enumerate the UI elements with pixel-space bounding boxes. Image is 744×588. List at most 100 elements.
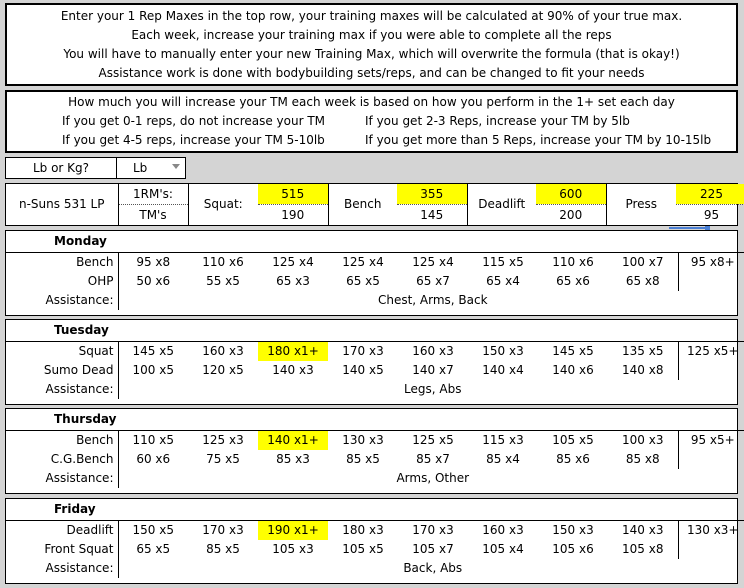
set-cell[interactable]: 150 x3: [552, 523, 594, 537]
set-cell[interactable]: 65 x8: [608, 272, 679, 291]
set-cell[interactable]: 110 x5: [132, 433, 174, 447]
set-cell[interactable]: 50 x6: [136, 274, 171, 288]
set-cell[interactable]: 125 x4: [412, 255, 454, 269]
set-cell[interactable]: 145 x5: [552, 344, 594, 358]
set-cell[interactable]: 65 x4: [486, 274, 520, 288]
set-cell[interactable]: 105 x5: [552, 433, 594, 447]
set-cell[interactable]: 75 x5: [206, 452, 240, 466]
set-cell[interactable]: 140 x7: [412, 363, 454, 377]
set-cell[interactable]: 85 x6: [556, 452, 590, 466]
set-cell[interactable]: 85 x8: [608, 450, 679, 469]
set-cell[interactable]: 130 x3+: [686, 523, 739, 537]
selection-underline: [669, 227, 707, 229]
set-cell[interactable]: 140 x6: [552, 363, 594, 377]
set-cell[interactable]: 85 x3: [276, 452, 310, 466]
set-cell[interactable]: 125 x5+: [686, 344, 739, 358]
set-cell[interactable]: 105 x5: [342, 542, 384, 556]
deadlift-1rm-input[interactable]: 600: [536, 184, 607, 205]
lift-name-bench: Bench: [344, 197, 382, 211]
squat-tm-cell[interactable]: 190: [258, 204, 329, 225]
set-cell[interactable]: 105 x7: [412, 542, 454, 556]
set-cell[interactable]: 115 x5: [482, 255, 524, 269]
set-cell[interactable]: [678, 272, 744, 291]
set-cell[interactable]: 125 x4: [272, 255, 314, 269]
selection-handle[interactable]: [705, 226, 710, 231]
set-cell[interactable]: 170 x3: [412, 523, 454, 537]
set-cell[interactable]: 85 x7: [416, 452, 450, 466]
set-cell[interactable]: 115 x3: [482, 433, 524, 447]
set-cell[interactable]: 140 x3: [272, 363, 314, 377]
set-cell[interactable]: 130 x3: [342, 433, 384, 447]
set-cell[interactable]: 180 x3: [342, 523, 384, 537]
set-cell[interactable]: 65 x5: [136, 542, 171, 556]
sets-table: Bench 95 x8 110 x6 125 x4 125 x4 125 x4 115 x5…: [6, 252, 744, 310]
set-cell[interactable]: 120 x5: [202, 363, 244, 377]
exercise-row: Squat 145 x5 160 x3 180 x1+ 170 x3 160 x3 150 …: [6, 341, 744, 361]
set-cell[interactable]: 160 x3: [412, 344, 454, 358]
set-cell[interactable]: 65 x3: [276, 274, 310, 288]
bench-tm-cell[interactable]: 145: [397, 204, 468, 225]
assistance-value[interactable]: Back, Abs: [403, 561, 463, 575]
set-cell[interactable]: 95 x5+: [690, 433, 735, 447]
set-cell[interactable]: 85 x5: [206, 542, 240, 556]
exercise-name: C.G.Bench: [6, 450, 119, 469]
rule-4-5: If you get 4-5 reps, increase your TM 5-…: [62, 133, 325, 147]
set-cell[interactable]: 110 x6: [552, 255, 594, 269]
set-cell[interactable]: 105 x4: [482, 542, 524, 556]
set-cell[interactable]: 180 x1+: [258, 341, 328, 361]
set-cell[interactable]: 140 x1+: [258, 430, 328, 450]
set-cell[interactable]: 110 x6: [202, 255, 244, 269]
set-cell[interactable]: 65 x5: [346, 274, 380, 288]
set-cell[interactable]: 160 x3: [482, 523, 524, 537]
set-cell[interactable]: [678, 450, 744, 469]
set-cell[interactable]: [678, 361, 744, 380]
squat-1rm-input[interactable]: 515: [258, 184, 329, 205]
set-cell[interactable]: 145 x5: [132, 344, 174, 358]
set-cell[interactable]: 55 x5: [206, 274, 240, 288]
set-cell[interactable]: 85 x5: [346, 452, 380, 466]
deadlift-tm-cell[interactable]: 200: [536, 204, 607, 225]
set-cell[interactable]: 190 x1+: [258, 520, 328, 540]
chevron-down-icon[interactable]: [172, 164, 180, 169]
set-cell[interactable]: 150 x3: [482, 344, 524, 358]
set-cell[interactable]: 95 x8+: [690, 255, 735, 269]
day-title: Tuesday: [54, 323, 109, 337]
set-cell[interactable]: 170 x3: [342, 344, 384, 358]
rule-0-1: If you get 0-1 reps, do not increase you…: [62, 114, 326, 128]
set-cell[interactable]: 65 x6: [556, 274, 590, 288]
set-cell[interactable]: 150 x5: [132, 523, 174, 537]
set-cell[interactable]: 65 x7: [416, 274, 450, 288]
set-cell[interactable]: 105 x8: [608, 540, 679, 559]
set-cell[interactable]: [678, 540, 744, 559]
set-cell[interactable]: 125 x5: [412, 433, 454, 447]
sets-table: Deadlift 150 x5 170 x3 190 x1+ 180 x3 170 x3 1…: [6, 520, 744, 578]
set-cell[interactable]: 140 x4: [482, 363, 524, 377]
set-cell[interactable]: 85 x4: [486, 452, 520, 466]
set-cell[interactable]: 135 x5: [608, 341, 679, 361]
set-cell[interactable]: 140 x3: [608, 520, 679, 540]
set-cell[interactable]: 105 x6: [552, 542, 594, 556]
bench-1rm-input[interactable]: 355: [397, 184, 468, 205]
day-block-1: Tuesday Squat 145 x5 160 x3 180 x1+ 170 x3 160…: [5, 319, 744, 405]
exercise-row: OHP 50 x6 55 x5 65 x3 65 x5 65 x7 65 x4 65 x6 65…: [6, 272, 744, 291]
set-cell[interactable]: 140 x8: [608, 361, 679, 380]
set-cell[interactable]: 170 x3: [202, 523, 244, 537]
set-cell[interactable]: 95 x8: [136, 255, 171, 269]
assistance-value[interactable]: Legs, Abs: [404, 382, 462, 396]
assistance-value[interactable]: Arms, Other: [396, 471, 470, 485]
set-cell[interactable]: 160 x3: [202, 344, 244, 358]
press-1rm-input[interactable]: 225: [676, 184, 744, 205]
lift-name-press: Press: [625, 197, 658, 211]
day-title: Friday: [54, 502, 96, 516]
set-cell[interactable]: 100 x7: [608, 252, 679, 272]
set-cell[interactable]: 105 x3: [272, 542, 314, 556]
assistance-value[interactable]: Chest, Arms, Back: [377, 293, 488, 307]
set-cell[interactable]: 140 x5: [342, 363, 384, 377]
press-tm-cell[interactable]: 95: [703, 207, 720, 222]
set-cell[interactable]: 125 x3: [202, 433, 244, 447]
units-select[interactable]: Lb: [117, 158, 185, 178]
set-cell[interactable]: 60 x6: [136, 452, 171, 466]
set-cell[interactable]: 125 x4: [342, 255, 384, 269]
set-cell[interactable]: 100 x3: [608, 430, 679, 450]
set-cell[interactable]: 100 x5: [132, 363, 174, 377]
